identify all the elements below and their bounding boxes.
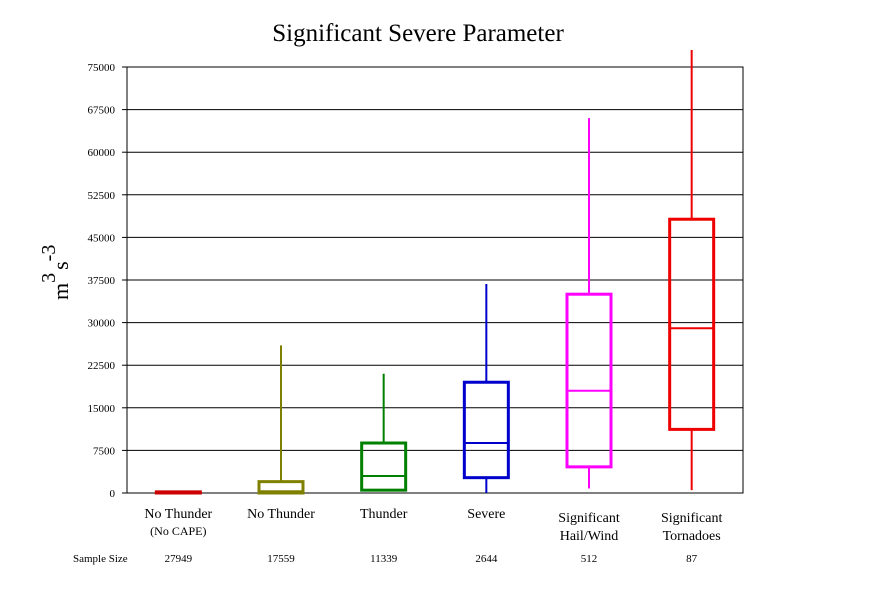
category-label: Severe <box>467 507 505 522</box>
y-axis-label: m3 s-3 <box>38 245 73 300</box>
box-plot-0 <box>154 490 202 495</box>
box-plot-3 <box>462 283 510 493</box>
box-plots <box>154 50 716 495</box>
y-tick-label: 52500 <box>88 190 116 202</box>
y-axis-ticks: 0 7500 15000 22500 30000 37500 45000 52500 60000… <box>88 62 127 500</box>
box-plot-5 <box>668 50 716 491</box>
category-label: Tornadoes <box>663 529 721 544</box>
y-tick-label: 67500 <box>88 105 116 117</box>
category-label: Significant <box>661 511 723 526</box>
y-tick-label: 60000 <box>88 147 116 159</box>
iqr-box <box>668 217 716 431</box>
y-tick-label: 22500 <box>88 360 116 372</box>
y-tick-label: 30000 <box>88 318 116 330</box>
y-label-exp2: -3 <box>38 245 60 262</box>
y-tick-label: 15000 <box>88 403 116 415</box>
category-label: Significant <box>558 511 620 526</box>
y-label-base: m <box>48 283 73 300</box>
sample-sizes: 27949 17559 11339 2644 512 87 <box>165 553 698 565</box>
sample-size-value: 2644 <box>475 553 498 565</box>
sample-size-value: 512 <box>581 553 598 565</box>
iqr-box <box>565 292 613 469</box>
x-axis-categories: No Thunder (No CAPE) No Thunder Thunder Seve… <box>144 507 722 544</box>
category-label: No Thunder <box>144 507 212 522</box>
sample-size-value: 87 <box>686 553 698 565</box>
iqr-box <box>257 480 305 495</box>
chart-title: Significant Severe Parameter <box>272 20 564 47</box>
y-label-mid: s <box>48 261 73 270</box>
y-tick-label: 45000 <box>88 232 116 244</box>
sample-size-value: 17559 <box>267 553 295 565</box>
sample-size-label: Sample Size <box>73 553 128 565</box>
iqr-box <box>462 380 510 480</box>
sample-size-value: 11339 <box>370 553 398 565</box>
y-label-exp1: 3 <box>38 273 60 283</box>
y-tick-label: 7500 <box>93 445 116 457</box>
category-label: Thunder <box>360 507 408 522</box>
y-tick-label: 75000 <box>88 62 116 74</box>
box-plot-1 <box>257 345 305 495</box>
iqr-box <box>360 441 408 492</box>
category-label: Hail/Wind <box>560 529 619 544</box>
box-plot-2 <box>360 373 408 492</box>
sample-size-value: 27949 <box>165 553 193 565</box>
box-plot-4 <box>565 118 613 489</box>
svg-text:m3s-3: m3 s-3 <box>38 245 73 300</box>
category-label: No Thunder <box>247 507 315 522</box>
category-sub-label: (No CAPE) <box>150 524 206 538</box>
y-tick-label: 37500 <box>88 275 116 287</box>
gridlines <box>127 66 743 451</box>
y-tick-label: 0 <box>110 488 116 500</box>
